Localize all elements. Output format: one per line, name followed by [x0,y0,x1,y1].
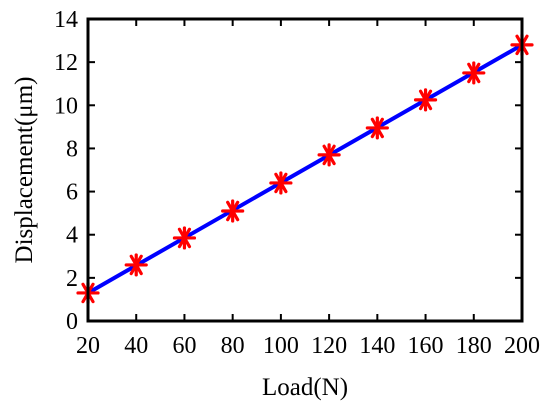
y-tick-label: 10 [54,93,78,119]
data-point-marker [221,199,245,223]
x-tick-label: 60 [172,333,196,359]
data-point-marker [124,253,148,277]
y-axis-title: Displacement(μm) [11,77,38,264]
x-tick-label: 80 [221,333,245,359]
x-axis-title: Load(N) [262,374,348,401]
x-tick-label: 140 [359,333,395,359]
y-tick-label: 6 [66,180,78,206]
y-tick-label: 4 [66,223,78,249]
x-tick-label: 180 [456,333,492,359]
x-tick-label: 100 [263,333,299,359]
fit-line-layer [86,42,524,295]
x-tick-label: 160 [408,333,444,359]
y-tick-label: 14 [54,7,78,33]
y-tick-labels: 0 2 4 6 8 10 12 14 [54,7,78,335]
y-tick-label: 2 [66,266,78,292]
x-tick-label: 200 [504,333,540,359]
x-tick-label: 40 [124,333,148,359]
data-point-marker [365,116,389,140]
data-point-marker [269,171,293,195]
data-markers-layer [76,33,534,305]
data-point-marker [317,143,341,167]
y-tick-label: 0 [66,309,78,335]
fit-line [86,42,524,295]
data-point-marker [413,88,438,112]
y-tick-label: 8 [66,136,78,162]
data-point-marker [172,226,197,250]
x-tick-labels: 20 40 60 80 100 120 140 160 180 200 [76,333,540,359]
x-tick-label: 120 [311,333,347,359]
y-tick-label: 12 [54,50,78,76]
plot-frame [86,17,524,323]
x-tick-label: 20 [76,333,100,359]
data-point-marker [462,61,486,85]
axis-ticks-layer [87,18,523,322]
